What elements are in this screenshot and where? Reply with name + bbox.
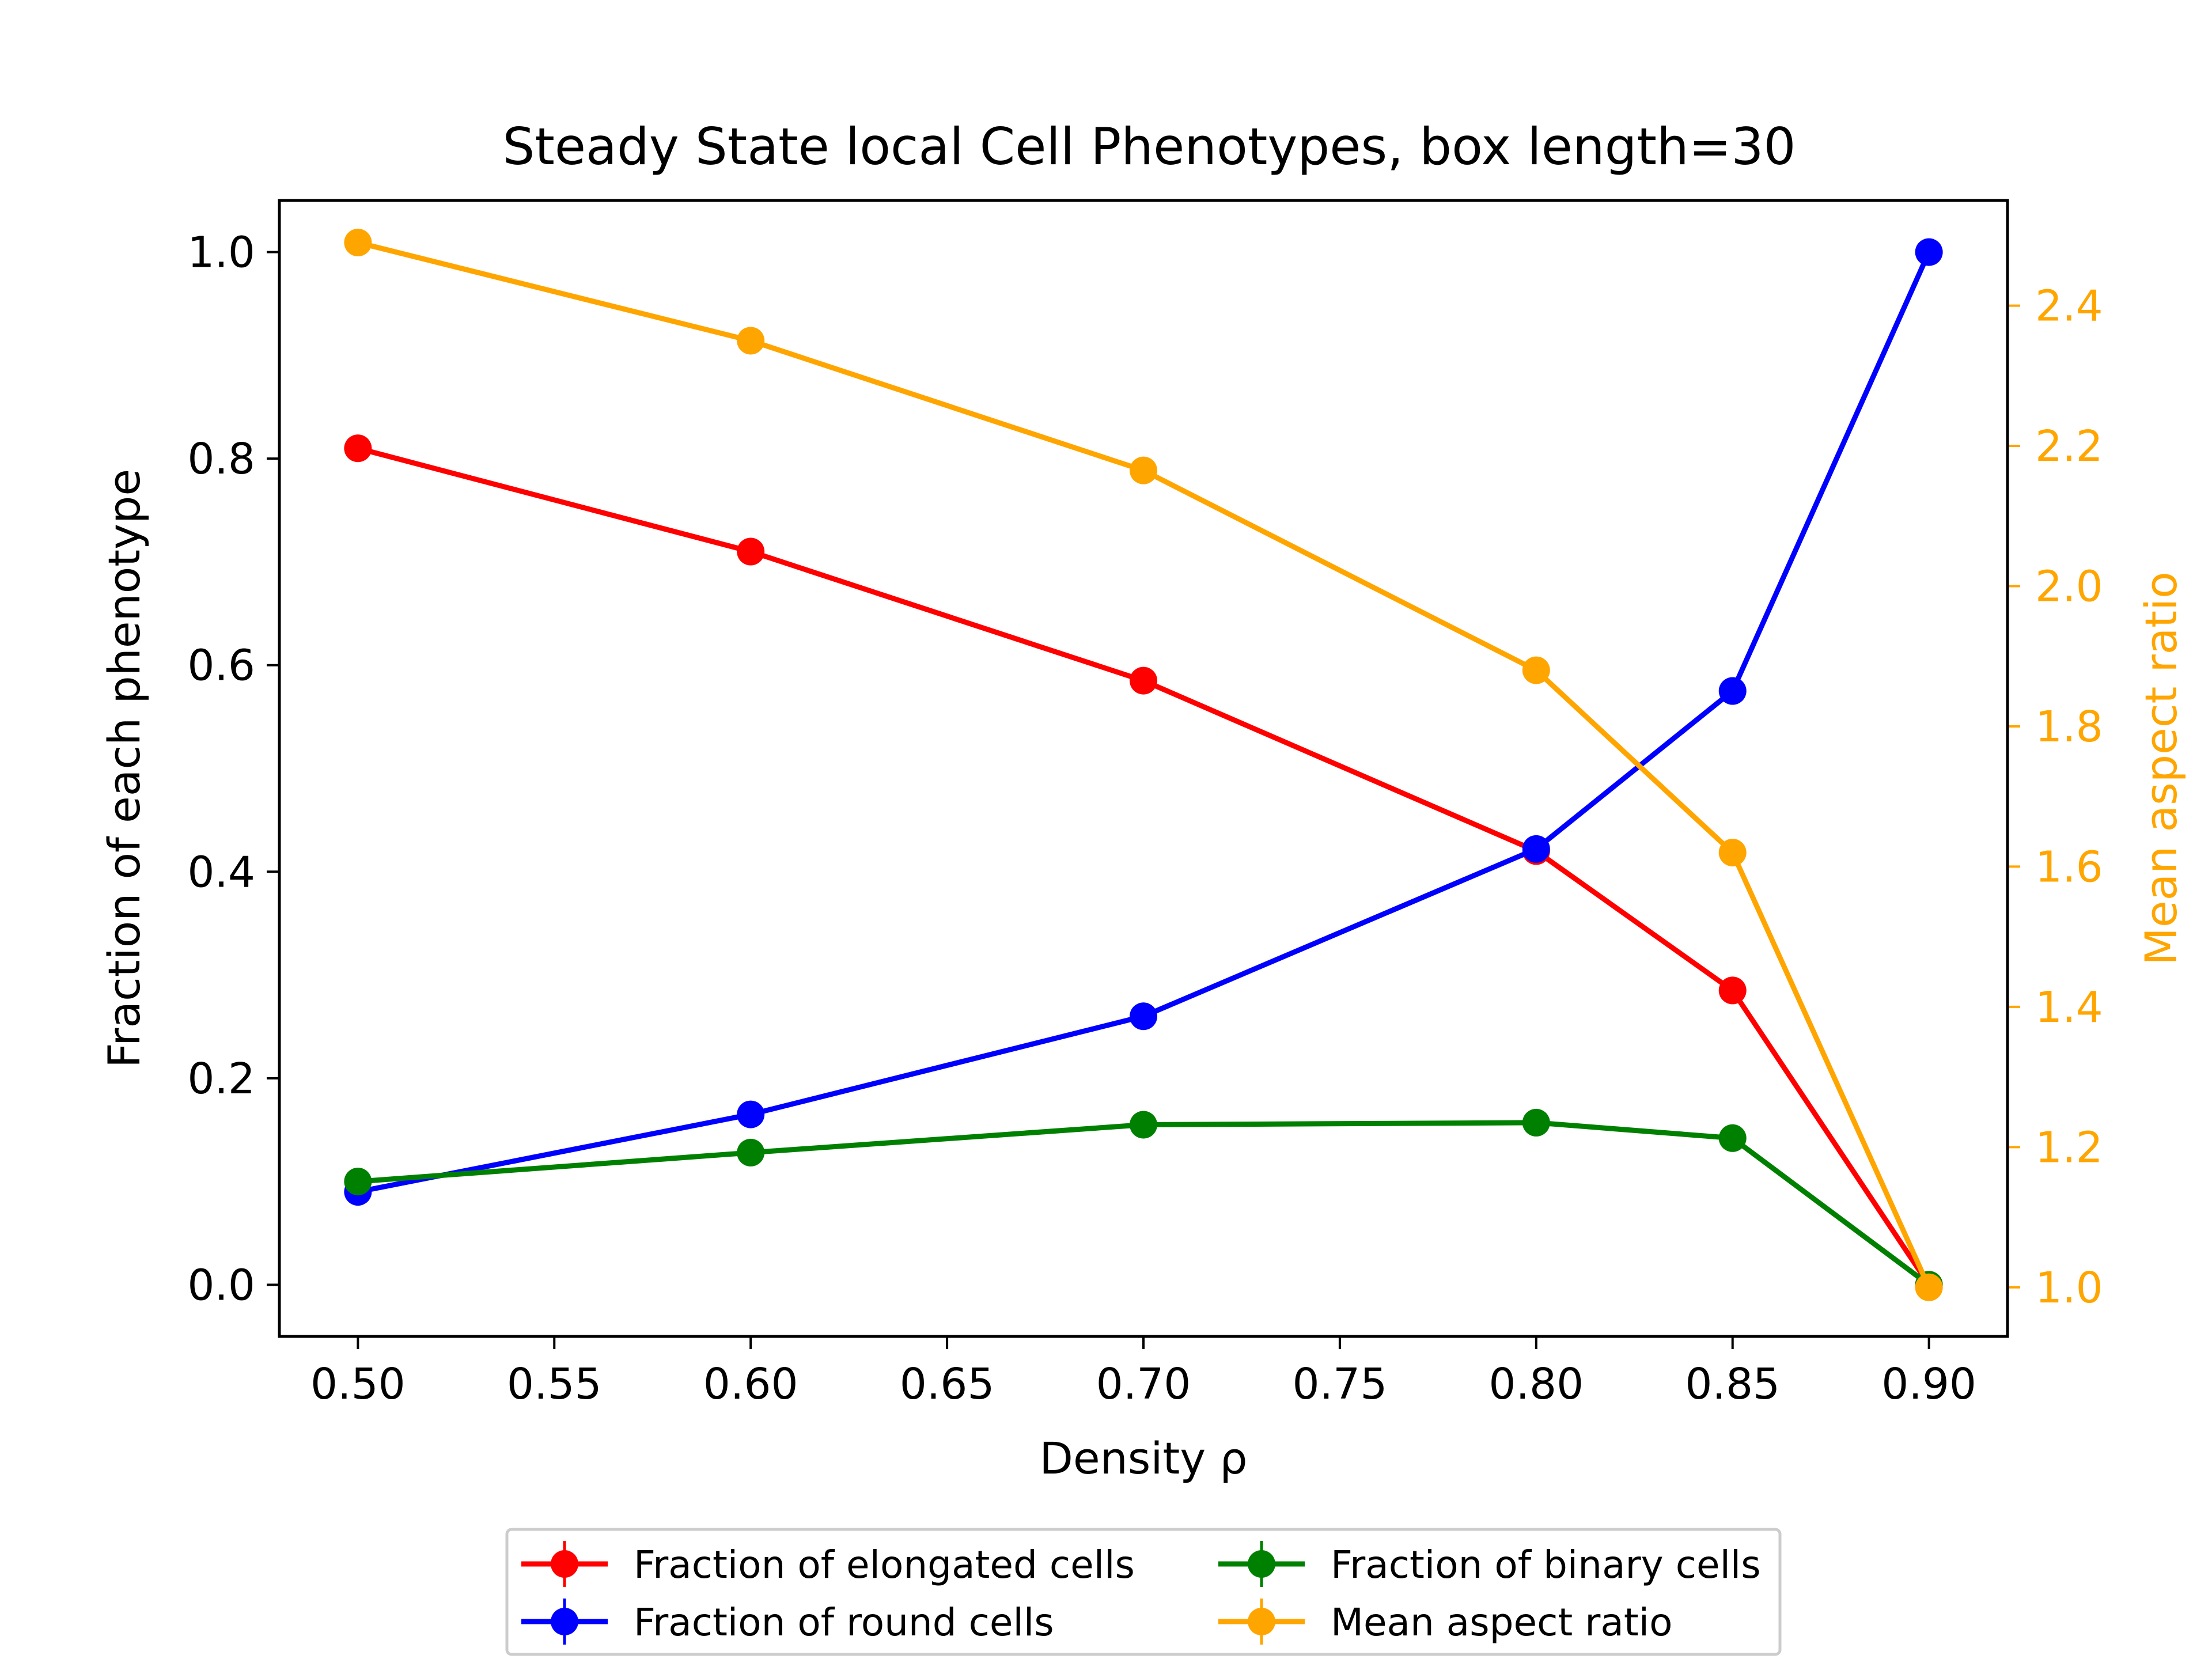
y-axis-left: 0.0 0.2 0.4 0.6 0.8 1.0 <box>187 228 279 1310</box>
data-point-mean-aspect-ratio <box>1915 1273 1943 1301</box>
data-point-fraction-of-round-cells <box>1915 238 1943 266</box>
y2-tick-label: 2.4 <box>2035 282 2103 331</box>
data-point-fraction-of-round-cells <box>1130 1002 1157 1031</box>
data-point-fraction-of-elongated-cells <box>737 537 765 566</box>
data-point-mean-aspect-ratio <box>1718 839 1747 867</box>
data-point-fraction-of-binary-cells <box>1718 1124 1747 1152</box>
legend-label: Fraction of round cells <box>634 1600 1054 1645</box>
legend-marker <box>551 1550 578 1578</box>
plot-series <box>344 229 1943 1301</box>
y2-tick-label: 1.0 <box>2035 1263 2103 1313</box>
data-point-fraction-of-round-cells <box>737 1100 765 1128</box>
y2-tick-label: 1.4 <box>2035 983 2103 1032</box>
x-tick-label: 0.70 <box>1096 1359 1191 1409</box>
y-tick-label: 0.4 <box>187 847 255 897</box>
legend-label: Fraction of elongated cells <box>634 1543 1135 1587</box>
x-tick-label: 0.65 <box>900 1359 995 1409</box>
chart-title: Steady State local Cell Phenotypes, box … <box>503 117 1796 176</box>
data-point-fraction-of-binary-cells <box>1522 1108 1550 1137</box>
data-point-fraction-of-round-cells <box>1718 677 1747 705</box>
legend-marker <box>551 1608 578 1635</box>
data-point-mean-aspect-ratio <box>737 327 765 355</box>
data-point-mean-aspect-ratio <box>1130 456 1157 484</box>
legend-entries: Fraction of elongated cells Fraction of r… <box>521 1541 1761 1645</box>
legend-label: Fraction of binary cells <box>1331 1543 1761 1587</box>
y2-axis-label: Mean aspect ratio <box>2135 571 2187 965</box>
y-tick-label: 0.8 <box>187 434 255 484</box>
series-line-fraction-of-round-cells <box>357 251 1931 1195</box>
x-tick-label: 0.50 <box>310 1359 406 1409</box>
y-axis-right: 1.0 1.2 1.4 1.6 1.8 2.0 2.2 2.4 <box>2008 282 2103 1313</box>
legend: Fraction of elongated cells Fraction of r… <box>505 1528 1782 1656</box>
legend-marker <box>1248 1550 1275 1578</box>
data-point-fraction-of-binary-cells <box>344 1168 372 1196</box>
series-line-fraction-of-elongated-cells <box>357 445 1931 1286</box>
x-axis-label: Density ρ <box>1039 1433 1247 1484</box>
data-point-mean-aspect-ratio <box>1522 656 1550 684</box>
legend-label: Mean aspect ratio <box>1331 1600 1672 1645</box>
x-tick-label: 0.60 <box>703 1359 798 1409</box>
y-axis-label: Fraction of each phenotype <box>99 469 150 1068</box>
x-axis: 0.50 0.55 0.60 0.65 0.70 0.75 0.80 0.85 0.90 <box>310 1336 1976 1409</box>
legend-frame <box>505 1528 1782 1656</box>
x-tick-label: 0.75 <box>1293 1359 1388 1409</box>
data-point-fraction-of-binary-cells <box>737 1138 765 1166</box>
x-tick-label: 0.80 <box>1488 1359 1584 1409</box>
x-tick-label: 0.55 <box>507 1359 602 1409</box>
data-point-mean-aspect-ratio <box>344 229 372 257</box>
y2-tick-label: 1.2 <box>2035 1123 2103 1172</box>
data-point-fraction-of-elongated-cells <box>1130 666 1157 695</box>
legend-marker <box>1248 1608 1275 1635</box>
y2-tick-label: 2.2 <box>2035 422 2103 471</box>
y-tick-label: 1.0 <box>187 228 255 278</box>
x-tick-label: 0.90 <box>1881 1359 1976 1409</box>
data-point-fraction-of-round-cells <box>1522 835 1550 863</box>
plot-frame <box>278 199 2009 1338</box>
data-point-fraction-of-binary-cells <box>1130 1111 1157 1139</box>
y-tick-label: 0.2 <box>187 1054 255 1104</box>
y-tick-label: 0.6 <box>187 641 255 691</box>
y-tick-label: 0.0 <box>187 1260 255 1310</box>
y2-tick-label: 1.8 <box>2035 702 2103 752</box>
data-point-fraction-of-elongated-cells <box>344 434 372 463</box>
y2-tick-label: 2.0 <box>2035 562 2103 612</box>
series-line-mean-aspect-ratio <box>357 240 1931 1289</box>
data-point-fraction-of-elongated-cells <box>1718 976 1747 1005</box>
y2-tick-label: 1.6 <box>2035 842 2103 892</box>
series-line-fraction-of-binary-cells <box>358 1120 1931 1287</box>
x-tick-label: 0.85 <box>1685 1359 1780 1409</box>
